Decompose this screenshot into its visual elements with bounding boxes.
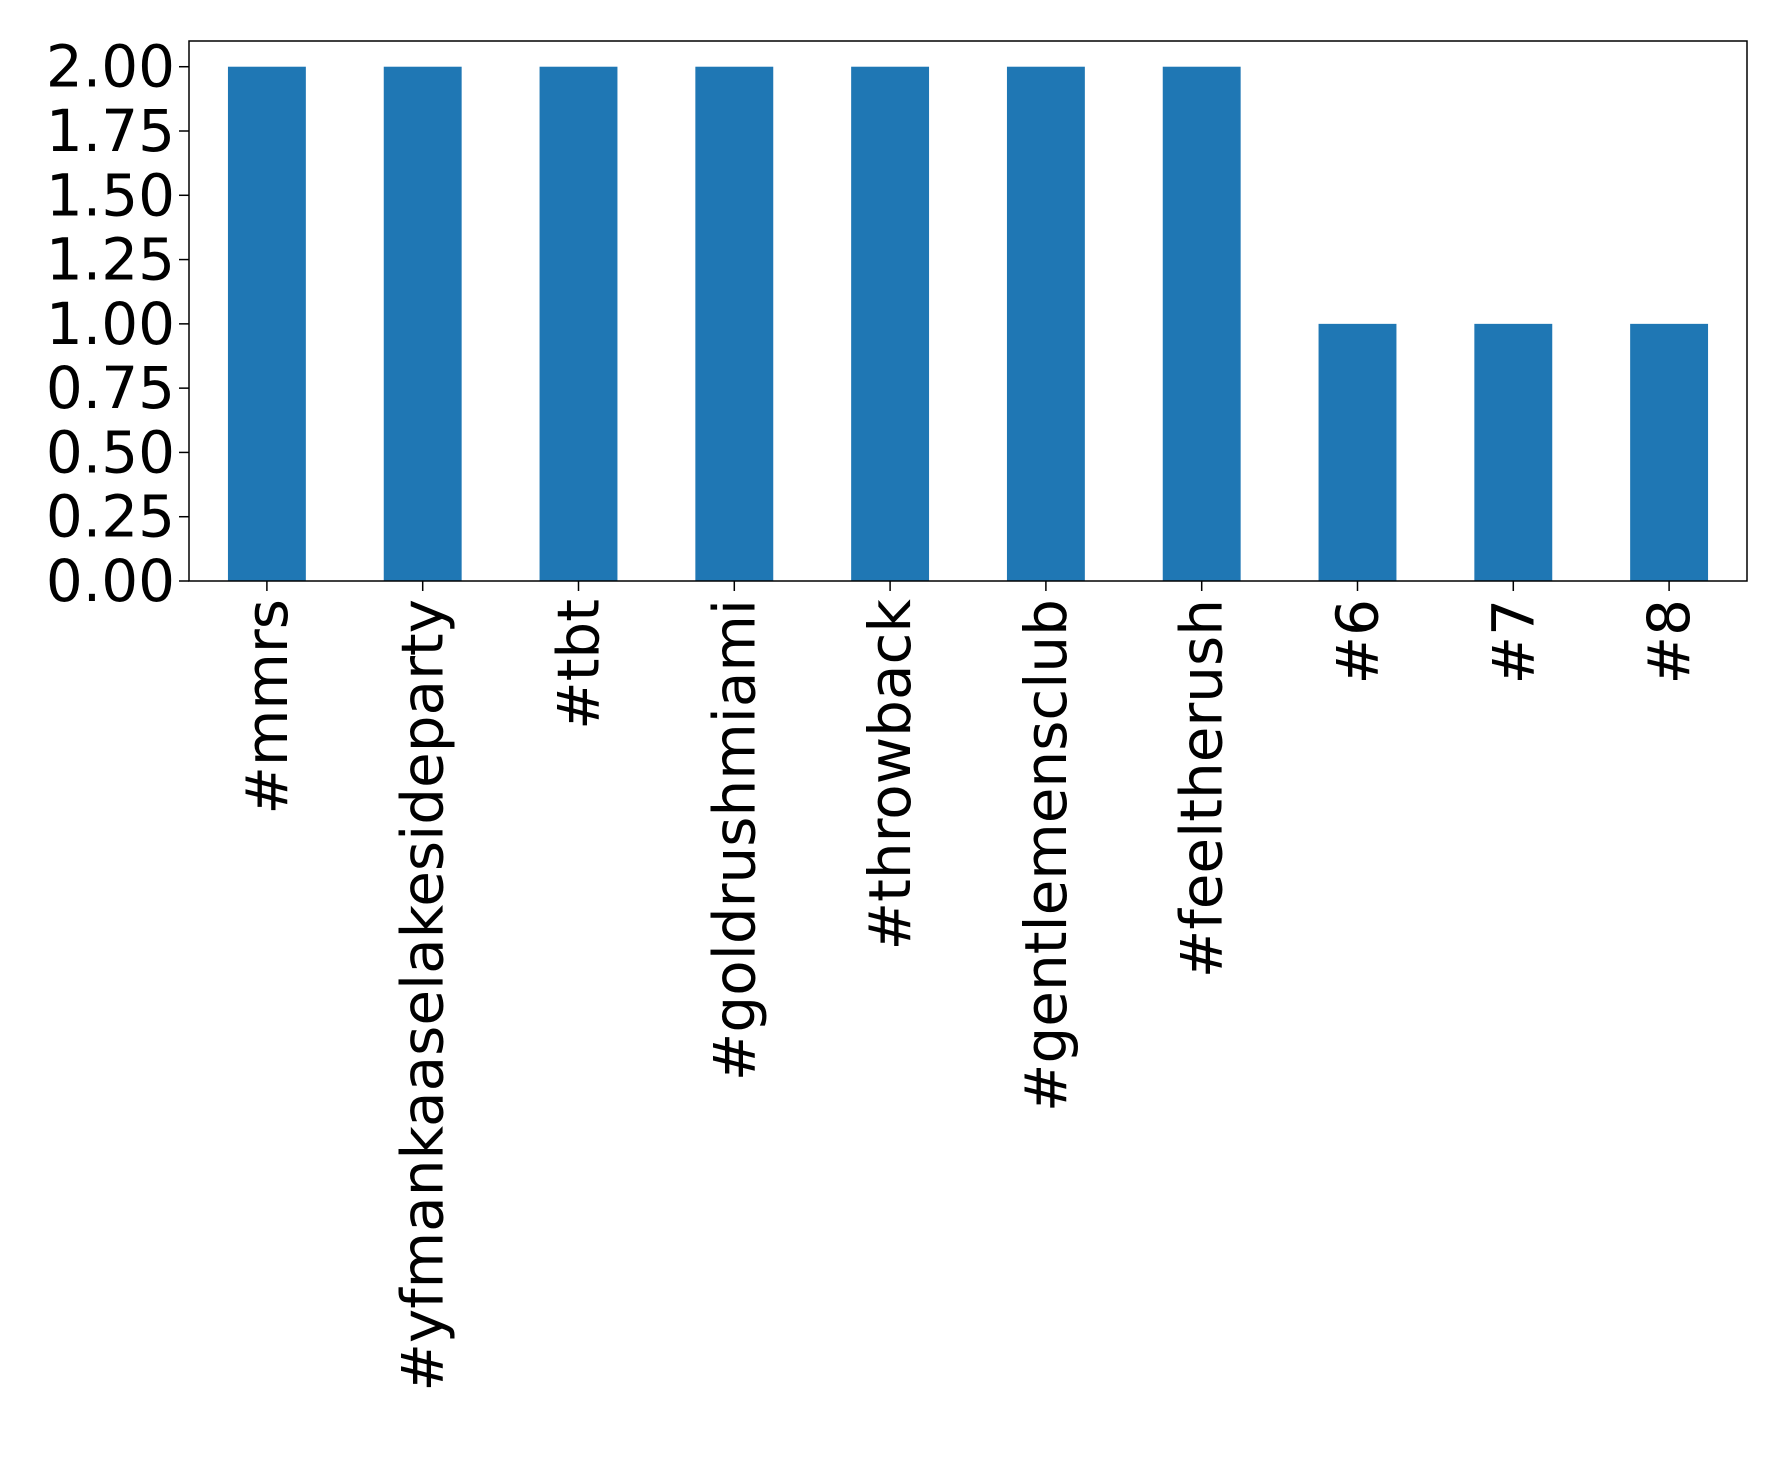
y-tick-label-6: 1.50	[46, 161, 175, 229]
y-axis: 0.000.250.500.751.001.251.501.752.00	[46, 33, 189, 615]
y-tick-label-7: 1.75	[46, 97, 175, 165]
y-tick-label-8: 2.00	[46, 33, 175, 101]
x-tick-label-2: #tbt	[545, 599, 613, 730]
bar-9	[1630, 323, 1709, 581]
bar-1	[383, 66, 462, 581]
y-tick-label-0: 0.00	[46, 547, 175, 615]
y-tick-label-1: 0.25	[46, 483, 175, 551]
bar-8	[1474, 323, 1553, 581]
bars-group	[227, 66, 1709, 581]
x-tick-label-1: #yfmankaaselakesideparty	[389, 599, 457, 1392]
bar-3	[695, 66, 774, 581]
x-tick-label-8: #7	[1479, 599, 1547, 685]
bar-5	[1006, 66, 1085, 581]
x-tick-label-5: #gentlemensclub	[1012, 599, 1080, 1112]
x-tick-label-6: #feeltherush	[1168, 599, 1236, 978]
plot-frame	[188, 40, 1748, 582]
bar-4	[851, 66, 930, 581]
y-tick-label-5: 1.25	[46, 226, 175, 294]
y-tick-label-2: 0.50	[46, 418, 175, 486]
y-tick-label-4: 1.00	[46, 290, 175, 358]
bar-0	[227, 66, 306, 581]
x-tick-label-4: #throwback	[856, 599, 924, 951]
x-tick-label-3: #goldrushmiami	[700, 599, 768, 1081]
bar-2	[539, 66, 618, 581]
bar-7	[1318, 323, 1397, 581]
y-tick-label-3: 0.75	[46, 354, 175, 422]
x-tick-label-0: #mmrs	[233, 599, 301, 815]
x-tick-label-7: #6	[1324, 599, 1392, 685]
x-tick-label-9: #8	[1635, 599, 1703, 685]
bar-6	[1162, 66, 1241, 581]
x-axis: #mmrs #yfmankaaselakesideparty #tbt #goldru…	[233, 581, 1703, 1392]
